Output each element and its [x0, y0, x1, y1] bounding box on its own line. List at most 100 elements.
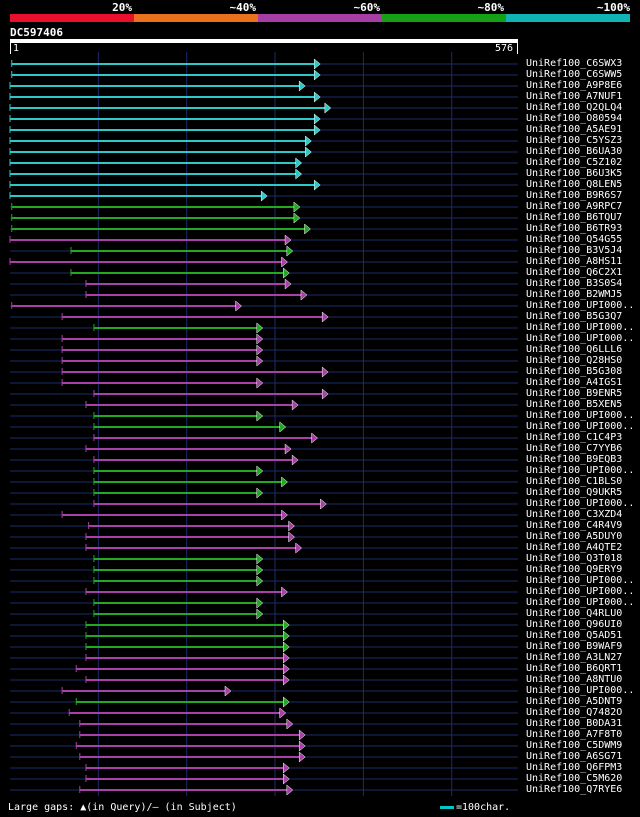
hit-bar[interactable]	[93, 465, 264, 477]
hit-bar[interactable]	[85, 542, 303, 554]
hit-label[interactable]: UniRef100_UPI000..	[526, 498, 635, 509]
hit-label[interactable]: UniRef100_A8NTU0	[526, 674, 623, 685]
hit-bar[interactable]	[9, 91, 321, 103]
hit-label[interactable]: UniRef100_UPI000..	[526, 322, 635, 333]
hit-label[interactable]: UniRef100_A5AE91	[526, 124, 623, 135]
hit-bar[interactable]	[88, 520, 295, 532]
hit-label[interactable]: UniRef100_B0DA31	[526, 718, 623, 729]
hit-label[interactable]: UniRef100_B9WAF9	[526, 641, 623, 652]
hit-bar[interactable]	[9, 256, 288, 268]
hit-label[interactable]: UniRef100_C5YSZ3	[526, 135, 623, 146]
hit-bar[interactable]	[9, 190, 268, 202]
hit-bar[interactable]	[9, 124, 321, 136]
hit-label[interactable]: UniRef100_A7F8T0	[526, 729, 623, 740]
hit-label[interactable]: UniRef100_A4IGS1	[526, 377, 623, 388]
hit-bar[interactable]	[79, 784, 294, 796]
hit-bar[interactable]	[93, 564, 264, 576]
hit-label[interactable]: UniRef100_O80594	[526, 113, 623, 124]
hit-bar[interactable]	[61, 311, 329, 323]
hit-label[interactable]: UniRef100_C1C4P3	[526, 432, 623, 443]
hit-bar[interactable]	[11, 201, 301, 213]
hit-label[interactable]: UniRef100_B9EQB3	[526, 454, 623, 465]
hit-bar[interactable]	[85, 531, 295, 543]
hit-label[interactable]: UniRef100_B3S0S4	[526, 278, 623, 289]
hit-label[interactable]: UniRef100_B2WMJ5	[526, 289, 623, 300]
hit-bar[interactable]	[11, 223, 311, 235]
hit-bar[interactable]	[93, 487, 264, 499]
hit-label[interactable]: UniRef100_C7YYB6	[526, 443, 623, 454]
hit-label[interactable]: UniRef100_A7NUF1	[526, 91, 623, 102]
hit-label[interactable]: UniRef100_Q7482O	[526, 707, 623, 718]
hit-bar[interactable]	[61, 366, 329, 378]
hit-bar[interactable]	[9, 80, 306, 92]
hit-label[interactable]: UniRef100_UPI000..	[526, 300, 635, 311]
hit-bar[interactable]	[9, 157, 303, 169]
hit-label[interactable]: UniRef100_B9ENR5	[526, 388, 623, 399]
hit-label[interactable]: UniRef100_A6SG71	[526, 751, 623, 762]
hit-bar[interactable]	[93, 432, 318, 444]
hit-bar[interactable]	[61, 355, 264, 367]
hit-label[interactable]: UniRef100_C5M620	[526, 773, 623, 784]
hit-bar[interactable]	[61, 333, 264, 345]
hit-label[interactable]: UniRef100_Q2QLQ4	[526, 102, 623, 113]
hit-bar[interactable]	[70, 245, 294, 257]
hit-label[interactable]: UniRef100_UPI000..	[526, 586, 635, 597]
hit-label[interactable]: UniRef100_B5XEN5	[526, 399, 623, 410]
hit-bar[interactable]	[61, 509, 288, 521]
hit-bar[interactable]	[85, 674, 290, 686]
hit-label[interactable]: UniRef100_Q96UI0	[526, 619, 623, 630]
hit-label[interactable]: UniRef100_B6U3K5	[526, 168, 623, 179]
hit-label[interactable]: UniRef100_UPI000..	[526, 597, 635, 608]
hit-bar[interactable]	[93, 421, 287, 433]
hit-bar[interactable]	[93, 553, 264, 565]
hit-label[interactable]: UniRef100_Q9ERY9	[526, 564, 623, 575]
hit-label[interactable]: UniRef100_A4QTE2	[526, 542, 623, 553]
hit-bar[interactable]	[61, 377, 264, 389]
hit-label[interactable]: UniRef100_C6SWW5	[526, 69, 623, 80]
hit-label[interactable]: UniRef100_Q54G55	[526, 234, 623, 245]
hit-bar[interactable]	[79, 718, 294, 730]
hit-label[interactable]: UniRef100_UPI000..	[526, 685, 635, 696]
hit-bar[interactable]	[85, 762, 290, 774]
hit-bar[interactable]	[9, 146, 312, 158]
hit-label[interactable]: UniRef100_Q3T018	[526, 553, 623, 564]
hit-bar[interactable]	[11, 69, 321, 81]
hit-bar[interactable]	[93, 597, 264, 609]
hit-bar[interactable]	[9, 234, 292, 246]
hit-label[interactable]: UniRef100_Q8LEN5	[526, 179, 623, 190]
hit-label[interactable]: UniRef100_C3XZD4	[526, 509, 623, 520]
hit-bar[interactable]	[68, 707, 287, 719]
hit-label[interactable]: UniRef100_A9P8E6	[526, 80, 623, 91]
hit-bar[interactable]	[85, 652, 290, 664]
hit-bar[interactable]	[9, 168, 303, 180]
hit-bar[interactable]	[85, 443, 292, 455]
hit-bar[interactable]	[70, 267, 290, 279]
hit-label[interactable]: UniRef100_UPI000..	[526, 421, 635, 432]
hit-label[interactable]: UniRef100_A9RPC7	[526, 201, 623, 212]
hit-bar[interactable]	[75, 696, 290, 708]
hit-bar[interactable]	[79, 729, 306, 741]
hit-label[interactable]: UniRef100_Q5AD51	[526, 630, 623, 641]
hit-label[interactable]: UniRef100_C6SWX3	[526, 58, 623, 69]
hit-bar[interactable]	[9, 135, 312, 147]
hit-bar[interactable]	[93, 476, 288, 488]
hit-label[interactable]: UniRef100_C1BLS0	[526, 476, 623, 487]
hit-label[interactable]: UniRef100_A5DUY0	[526, 531, 623, 542]
hit-bar[interactable]	[93, 410, 264, 422]
hit-bar[interactable]	[61, 344, 264, 356]
hit-bar[interactable]	[93, 575, 264, 587]
hit-label[interactable]: UniRef100_Q7RYE6	[526, 784, 623, 795]
hit-label[interactable]: UniRef100_UPI000..	[526, 333, 635, 344]
hit-label[interactable]: UniRef100_Q6C2X1	[526, 267, 623, 278]
hit-label[interactable]: UniRef100_B5G308	[526, 366, 623, 377]
hit-bar[interactable]	[11, 212, 301, 224]
hit-bar[interactable]	[93, 608, 264, 620]
hit-bar[interactable]	[9, 179, 321, 191]
hit-label[interactable]: UniRef100_Q6LLL6	[526, 344, 623, 355]
hit-label[interactable]: UniRef100_A3LN27	[526, 652, 623, 663]
hit-bar[interactable]	[85, 641, 290, 653]
hit-label[interactable]: UniRef100_Q28HS0	[526, 355, 623, 366]
hit-label[interactable]: UniRef100_B3V5J4	[526, 245, 623, 256]
hit-bar[interactable]	[85, 399, 299, 411]
hit-label[interactable]: UniRef100_B9R6S7	[526, 190, 623, 201]
